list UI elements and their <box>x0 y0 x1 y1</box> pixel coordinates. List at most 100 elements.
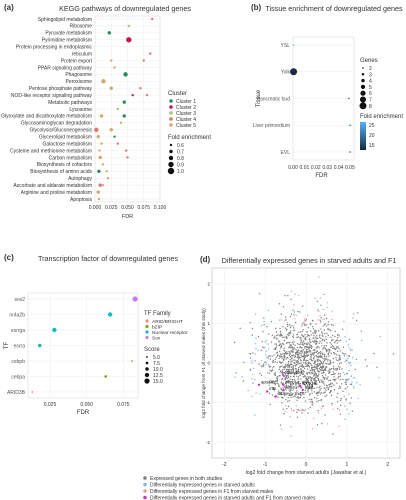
data-point <box>339 399 342 402</box>
data-point <box>295 371 298 373</box>
legend-label: 4 <box>369 79 372 85</box>
data-point <box>276 334 278 337</box>
data-point <box>314 381 316 383</box>
data-point <box>287 379 290 382</box>
data-point <box>328 386 331 388</box>
data-point <box>299 331 302 333</box>
data-point <box>312 382 314 384</box>
data-point <box>325 338 328 340</box>
data-point <box>291 384 293 386</box>
x-axis-label: FDR <box>122 214 133 220</box>
data-point <box>131 93 134 97</box>
data-point <box>295 314 297 316</box>
data-point <box>323 318 325 320</box>
data-point <box>258 293 261 295</box>
data-point <box>311 372 313 375</box>
legend-swatch <box>144 378 150 384</box>
data-point <box>322 369 324 371</box>
data-point <box>283 356 286 358</box>
data-point <box>284 294 286 297</box>
data-point <box>279 371 281 373</box>
data-point <box>262 365 265 368</box>
data-point <box>336 354 338 356</box>
data-point <box>318 359 320 361</box>
data-point <box>278 350 281 353</box>
data-point <box>313 360 315 362</box>
data-point <box>290 361 292 363</box>
data-point <box>296 387 298 389</box>
data-point <box>292 351 294 353</box>
data-point <box>287 360 290 363</box>
gene-point <box>282 388 285 392</box>
data-point <box>306 373 309 376</box>
data-point <box>313 378 316 381</box>
data-point <box>322 318 324 321</box>
data-point <box>339 355 341 357</box>
data-point <box>295 409 298 411</box>
colorbar <box>360 122 366 150</box>
data-point <box>354 368 356 371</box>
legend-swatch <box>145 367 149 371</box>
data-point <box>281 378 283 381</box>
data-point <box>320 356 322 359</box>
data-point <box>306 346 308 348</box>
gene-point <box>282 374 285 377</box>
data-point <box>289 363 292 366</box>
data-point <box>317 374 319 377</box>
data-point <box>292 369 295 372</box>
data-point <box>301 409 303 412</box>
data-point <box>279 330 282 333</box>
data-point <box>287 400 289 403</box>
data-point <box>279 393 281 396</box>
data-point <box>290 366 293 368</box>
data-point <box>296 416 299 418</box>
data-point <box>260 364 262 367</box>
data-point <box>287 372 290 375</box>
data-point <box>285 387 287 390</box>
data-point <box>283 350 286 352</box>
data-point <box>299 382 301 385</box>
data-point <box>289 326 292 329</box>
legend-label: Differentially expressed genes in starve… <box>150 495 316 500</box>
data-point <box>348 378 350 380</box>
data-point <box>243 361 245 364</box>
data-point <box>278 340 280 342</box>
data-point <box>126 37 132 43</box>
data-point <box>328 379 330 382</box>
data-point <box>289 365 291 367</box>
x-tick-label: 0.075 <box>137 205 150 211</box>
data-point <box>321 363 324 365</box>
data-point <box>321 345 323 347</box>
data-point <box>282 387 284 389</box>
category-label: Peroxisome <box>66 79 93 85</box>
data-point <box>355 319 358 322</box>
data-point <box>309 344 311 346</box>
data-point <box>304 323 306 325</box>
data-point <box>296 399 298 402</box>
panel-b-letter: (b) <box>251 3 262 12</box>
data-point <box>332 433 334 435</box>
data-point <box>343 353 345 355</box>
data-point <box>290 290 293 292</box>
data-point <box>320 360 322 362</box>
data-point <box>296 411 298 414</box>
data-point <box>289 358 291 361</box>
data-point <box>321 339 324 341</box>
legend-label: Differentially expressed genes in F1 fro… <box>150 489 274 495</box>
data-point <box>293 327 295 329</box>
data-point <box>116 142 119 145</box>
data-point <box>286 323 289 326</box>
data-point <box>294 367 297 370</box>
data-point <box>344 353 347 355</box>
data-point <box>263 346 265 349</box>
legend-label: 6 <box>369 91 372 97</box>
data-point <box>315 380 318 382</box>
data-point <box>333 346 335 348</box>
data-point <box>290 313 293 315</box>
data-point <box>328 349 331 352</box>
legend-label: 5.0 <box>153 355 160 361</box>
data-point <box>324 323 327 325</box>
data-point <box>308 384 311 386</box>
data-point <box>292 378 294 381</box>
data-point <box>324 395 326 398</box>
